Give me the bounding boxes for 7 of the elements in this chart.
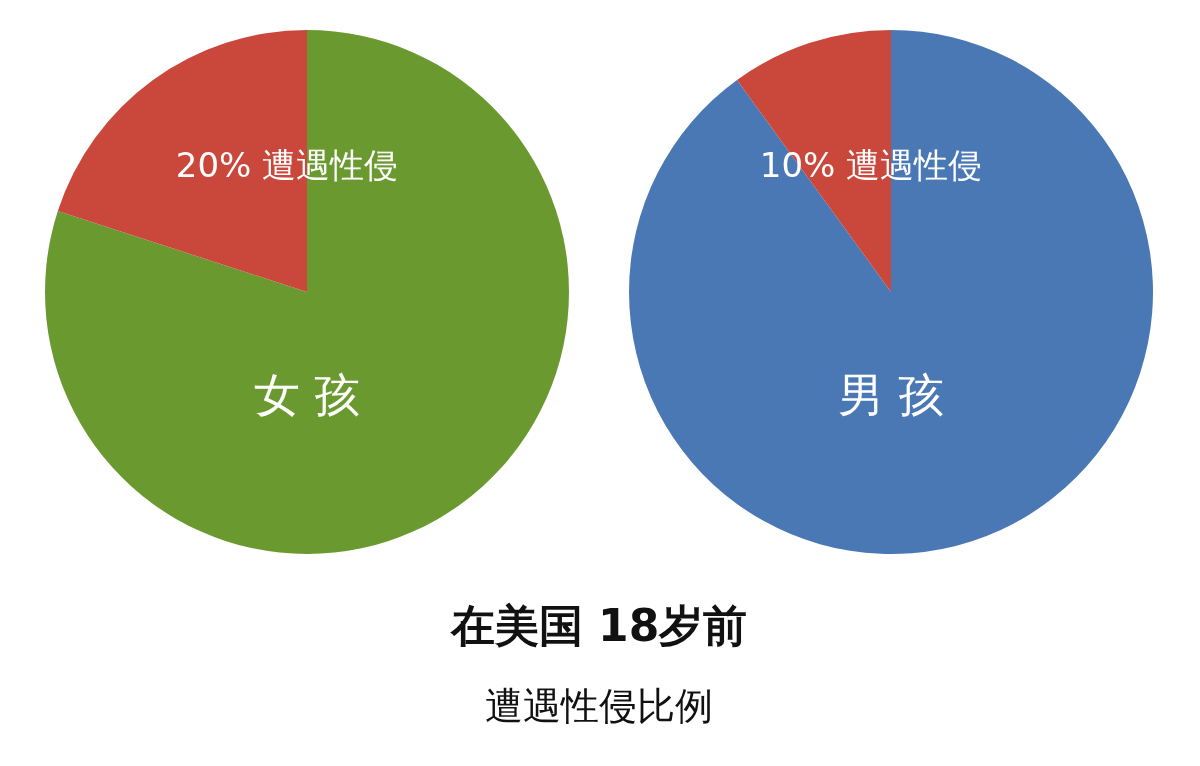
text: 在美国 18岁前 (449, 599, 748, 651)
pie-slice (629, 30, 1153, 554)
slice-label: 女 孩 (253, 368, 361, 422)
slice-label: 20% 遭遇性侵 (175, 145, 399, 185)
pie-slice (45, 30, 569, 554)
slice-label: 男 孩 (837, 368, 945, 422)
text: 遭遇性侵比例 (485, 683, 713, 728)
